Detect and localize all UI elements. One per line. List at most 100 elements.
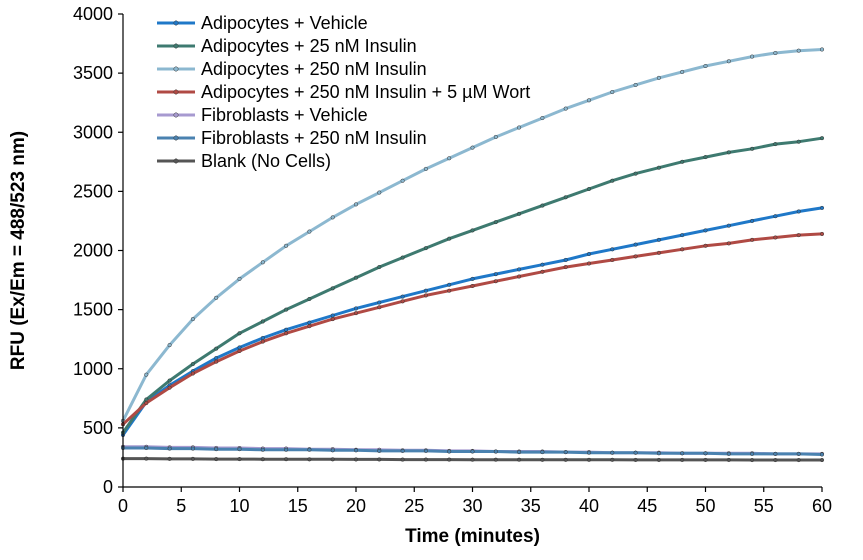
data-point bbox=[703, 243, 708, 248]
data-point bbox=[470, 228, 475, 233]
data-point bbox=[447, 156, 452, 161]
data-point bbox=[517, 457, 522, 462]
data-point bbox=[190, 361, 195, 367]
legend-item: Adipocytes + 250 nM Insulin bbox=[157, 59, 427, 79]
data-point bbox=[423, 166, 428, 171]
data-point bbox=[144, 445, 149, 451]
data-point bbox=[563, 265, 568, 270]
data-point bbox=[819, 231, 825, 236]
data-point bbox=[633, 254, 638, 259]
data-point bbox=[214, 359, 219, 364]
data-point bbox=[726, 223, 731, 228]
data-point bbox=[470, 449, 475, 454]
data-point bbox=[237, 457, 242, 462]
data-point bbox=[260, 335, 265, 341]
data-point bbox=[586, 186, 592, 192]
data-point bbox=[680, 233, 685, 238]
data-point bbox=[144, 456, 149, 461]
data-point bbox=[423, 457, 428, 462]
data-point bbox=[633, 82, 638, 87]
data-point bbox=[633, 242, 638, 247]
data-point bbox=[610, 247, 615, 252]
data-point bbox=[284, 331, 289, 336]
data-point bbox=[819, 452, 825, 457]
data-point bbox=[633, 450, 638, 455]
axes-layer: 0 500 1000 1500 2000 2500 3000 3500 4000 0 5 10 15 2… bbox=[73, 4, 832, 516]
legend-label: Adipocytes + 250 nM Insulin + 5 µM Wort bbox=[201, 82, 530, 102]
x-tick-label: 30 bbox=[462, 496, 482, 516]
data-point bbox=[214, 356, 219, 361]
data-point bbox=[750, 218, 755, 223]
data-point bbox=[540, 457, 545, 462]
data-point bbox=[307, 447, 312, 452]
data-point bbox=[260, 319, 265, 324]
data-point bbox=[400, 457, 405, 462]
data-point bbox=[703, 63, 708, 69]
series-fibroblasts-250-nm-insulin bbox=[120, 445, 825, 457]
legend: Adipocytes + Vehicle Adipocytes + 25 nM I… bbox=[157, 13, 530, 171]
series-line bbox=[121, 232, 823, 426]
y-tick-label: 3500 bbox=[73, 63, 113, 83]
data-point bbox=[237, 331, 242, 336]
y-tick-label: 2000 bbox=[73, 241, 113, 261]
data-point bbox=[680, 457, 685, 462]
data-point bbox=[214, 295, 219, 300]
data-point bbox=[563, 257, 568, 263]
data-point bbox=[330, 448, 335, 453]
data-point bbox=[796, 209, 801, 214]
data-point bbox=[493, 457, 498, 462]
data-point bbox=[423, 293, 428, 298]
data-point bbox=[167, 378, 172, 383]
legend-marker bbox=[173, 89, 179, 95]
data-point bbox=[680, 451, 685, 456]
data-point bbox=[284, 457, 289, 462]
data-point bbox=[750, 146, 755, 151]
data-point bbox=[540, 269, 545, 274]
data-point bbox=[703, 457, 708, 462]
data-point bbox=[726, 150, 731, 155]
data-point bbox=[260, 260, 265, 265]
data-point bbox=[167, 343, 172, 348]
data-point bbox=[353, 448, 359, 453]
y-tick-label: 4000 bbox=[73, 4, 113, 24]
y-tick-label: 1000 bbox=[73, 359, 113, 379]
data-point bbox=[610, 457, 615, 462]
x-tick-label: 10 bbox=[229, 496, 249, 516]
data-point bbox=[190, 371, 195, 376]
data-point bbox=[517, 267, 522, 272]
data-point bbox=[586, 450, 592, 455]
data-point bbox=[796, 139, 801, 144]
data-point bbox=[773, 50, 778, 56]
legend-item: Adipocytes + Vehicle bbox=[157, 13, 368, 33]
x-tick-label: 5 bbox=[176, 496, 186, 516]
data-point bbox=[656, 457, 661, 462]
data-point bbox=[773, 214, 778, 219]
data-point bbox=[680, 247, 685, 252]
data-point bbox=[447, 282, 452, 287]
y-tick-label: 500 bbox=[83, 418, 113, 438]
data-point bbox=[517, 211, 522, 216]
data-point bbox=[493, 279, 498, 284]
data-point bbox=[167, 456, 172, 461]
data-point bbox=[726, 457, 731, 462]
legend-label: Blank (No Cells) bbox=[201, 151, 331, 171]
data-point bbox=[377, 305, 382, 310]
data-point bbox=[586, 261, 592, 266]
data-point bbox=[260, 339, 265, 344]
data-point bbox=[284, 307, 289, 312]
data-point bbox=[470, 276, 475, 281]
legend-label: Adipocytes + 25 nM Insulin bbox=[201, 36, 417, 56]
data-point bbox=[819, 457, 825, 463]
data-point bbox=[796, 457, 801, 463]
data-point bbox=[586, 457, 592, 462]
data-point bbox=[610, 178, 615, 183]
legend-label: Fibroblasts + 250 nM Insulin bbox=[201, 128, 427, 148]
legend-item: Adipocytes + 25 nM Insulin bbox=[157, 36, 417, 56]
data-point bbox=[656, 451, 661, 456]
legend-label: Adipocytes + 250 nM Insulin bbox=[201, 59, 427, 79]
data-point bbox=[750, 451, 755, 456]
data-point bbox=[610, 450, 615, 455]
data-point bbox=[377, 448, 382, 453]
data-point bbox=[307, 457, 312, 462]
data-point bbox=[656, 237, 661, 242]
